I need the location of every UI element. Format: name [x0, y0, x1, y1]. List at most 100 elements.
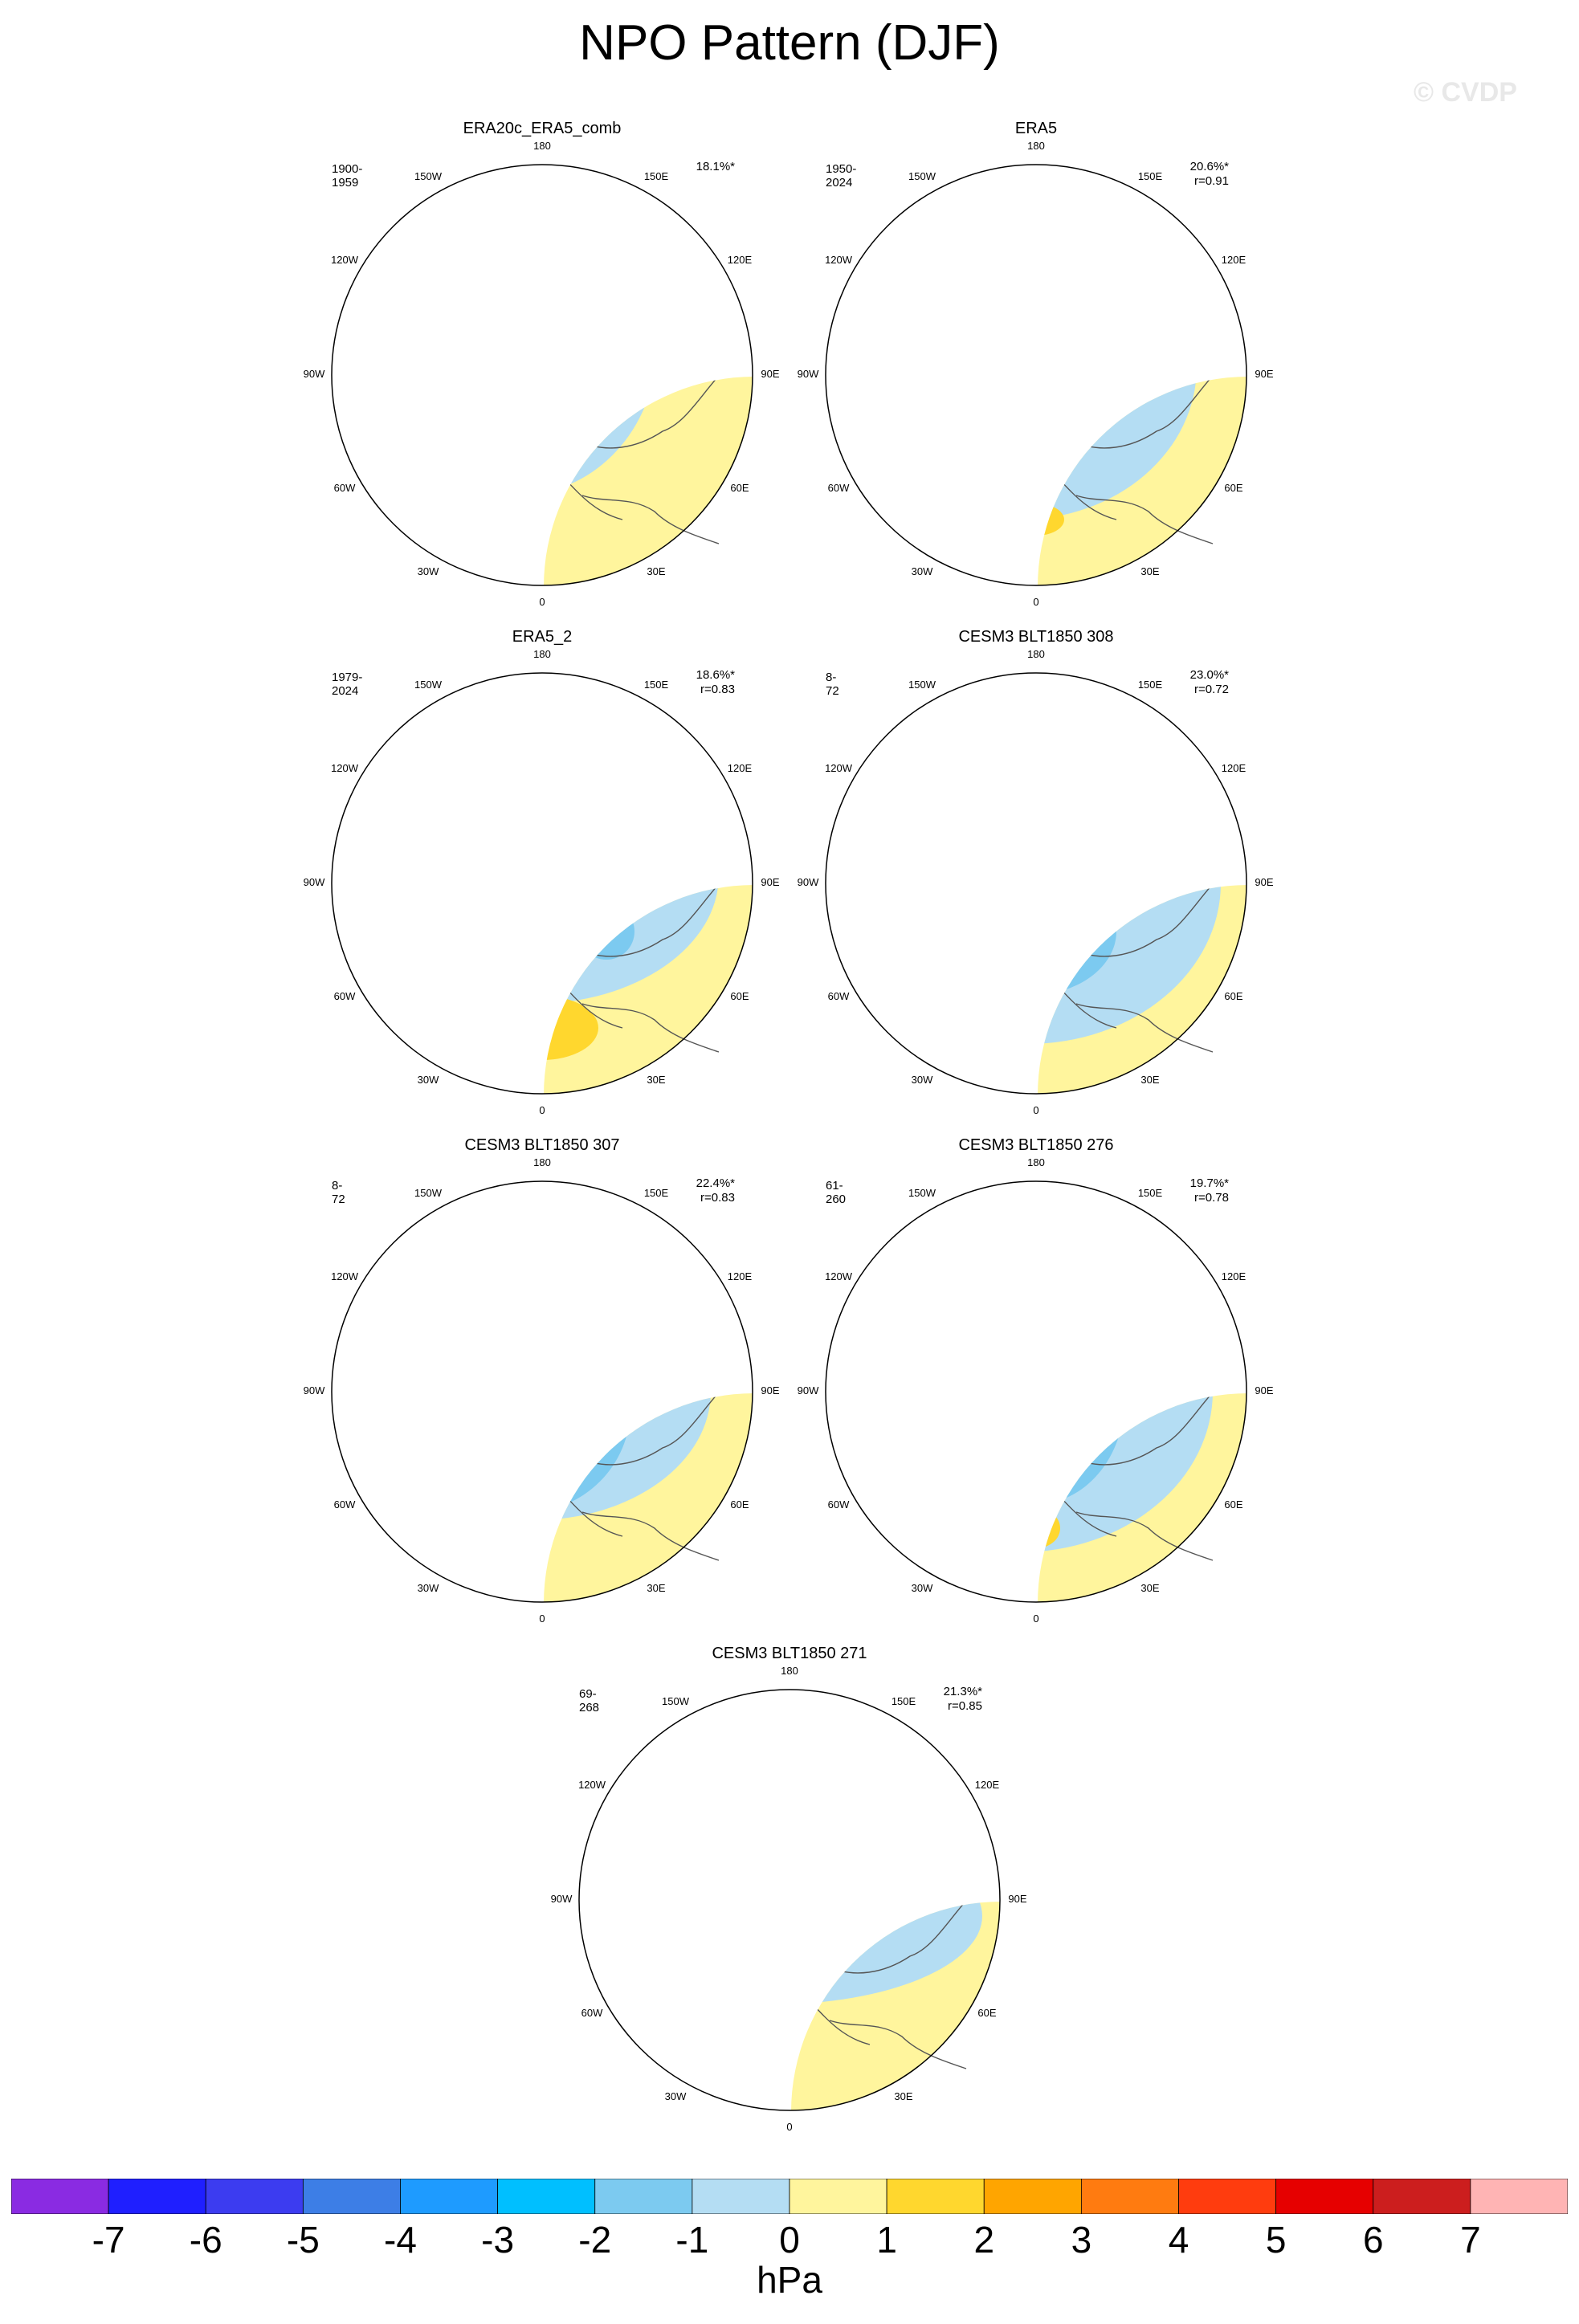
longitude-label: 60W — [333, 1498, 356, 1511]
negative-anomaly-contour — [508, 277, 544, 312]
positive-anomaly-contour — [500, 707, 536, 725]
map-background — [1038, 377, 1246, 585]
map-border — [825, 1180, 1247, 1603]
longitude-label: 90E — [1255, 368, 1274, 380]
positive-anomaly-contour — [524, 195, 560, 210]
panel-period: 61-260 — [826, 1179, 847, 1206]
panel-title: CESM3 BLT1850 276 — [958, 1136, 1114, 1154]
longitude-label: 30E — [647, 1073, 666, 1086]
longitude-label: 30W — [911, 565, 933, 577]
negative-anomaly-contour — [544, 1393, 630, 1512]
longitude-label: 120E — [727, 1270, 753, 1282]
longitude-label: 60W — [827, 482, 850, 494]
colorbar-swatch — [789, 2179, 887, 2214]
longitude-label: 60W — [581, 2007, 603, 2019]
negative-anomaly-contour — [544, 885, 719, 1004]
panel-variance-pct: 22.4%* — [696, 1176, 735, 1190]
longitude-label: 90E — [761, 368, 780, 380]
longitude-label: 30W — [911, 1073, 933, 1086]
longitude-label: 60W — [333, 482, 356, 494]
coastline — [1075, 1003, 1214, 1053]
coastline — [544, 377, 552, 424]
longitude-label: 0 — [539, 1613, 545, 1625]
panel-pattern-corr: r=0.78 — [1194, 1191, 1229, 1205]
coastline — [1067, 377, 1222, 449]
colorbar-swatch — [692, 2179, 790, 2214]
negative-anomaly-contour — [1000, 775, 1072, 839]
longitude-label: 150E — [1137, 170, 1163, 183]
panel-period: 69-268 — [579, 1687, 600, 1714]
longitude-label: 120W — [331, 254, 359, 266]
coastline — [1038, 1393, 1046, 1441]
longitude-label: 90W — [797, 368, 819, 380]
longitude-label: 0 — [1033, 1613, 1039, 1625]
longitude-label: 90W — [303, 876, 325, 888]
longitude-label: 180 — [1027, 140, 1045, 152]
colorbar-tick: 1 — [876, 2219, 897, 2261]
figure-title: NPO Pattern (DJF) — [579, 15, 1000, 71]
longitude-label: 90W — [797, 1384, 819, 1396]
longitude-label: 60E — [730, 482, 749, 494]
map-border — [331, 672, 753, 1095]
coastline — [544, 885, 591, 916]
coastline — [621, 1786, 942, 1835]
negative-anomaly-contour — [984, 263, 1056, 335]
panel-stats: 23.0%* r=0.72 — [1149, 668, 1229, 697]
panel-title: ERA5 — [1014, 120, 1058, 137]
coastline — [1067, 1393, 1222, 1466]
map-border — [331, 1180, 753, 1603]
polar-stereographic-map — [331, 672, 753, 1095]
longitude-label: 120W — [825, 254, 853, 266]
polar-stereographic-map — [825, 164, 1247, 586]
negative-anomaly-contour — [791, 1902, 846, 1988]
map-background — [1038, 885, 1246, 1094]
negative-anomaly-contour — [544, 1393, 570, 1456]
positive-anomaly-contour — [526, 1219, 590, 1235]
longitude-label: 150E — [1137, 1187, 1163, 1200]
panel-period: 1979-2024 — [332, 671, 363, 698]
colorbar-swatch — [1080, 2179, 1179, 2214]
coastline — [1075, 1511, 1214, 1561]
longitude-label: 60W — [333, 990, 356, 1002]
negative-anomaly-contour — [791, 1902, 982, 2004]
negative-anomaly-contour — [498, 1283, 554, 1339]
longitude-label: 150W — [908, 1187, 936, 1200]
negative-anomaly-contour — [544, 885, 647, 940]
panel-pattern-corr: r=0.72 — [1194, 683, 1229, 696]
colorbar-tick: -3 — [481, 2219, 515, 2261]
polar-stereographic-map — [825, 1180, 1247, 1603]
longitude-label: 120E — [1221, 254, 1246, 266]
longitude-label: 150E — [1137, 679, 1163, 691]
longitude-label: 180 — [533, 1156, 551, 1168]
negative-anomaly-contour — [1038, 504, 1064, 536]
longitude-label: 60W — [827, 1498, 850, 1511]
cvdp-watermark: © CVDP — [1414, 77, 1517, 108]
longitude-label: 60E — [730, 990, 749, 1002]
longitude-label: 0 — [786, 2121, 793, 2133]
polar-stereographic-map — [331, 1180, 753, 1603]
panel-stats: 19.7%* r=0.78 — [1149, 1176, 1229, 1205]
panel-pattern-corr: r=0.85 — [948, 1699, 982, 1713]
negative-anomaly-contour — [761, 1800, 818, 1848]
coastline — [573, 377, 728, 449]
coastline — [373, 1278, 695, 1327]
coastline — [373, 769, 695, 818]
longitude-label: 150W — [908, 170, 936, 183]
longitude-label: 150E — [891, 1695, 916, 1708]
coastline — [544, 1393, 552, 1441]
positive-anomaly-contour — [544, 996, 598, 1060]
colorbar-tick: -7 — [92, 2219, 125, 2261]
longitude-label: 60E — [1224, 990, 1243, 1002]
longitude-label: 90W — [797, 876, 819, 888]
panel-period: 1900-1959 — [332, 162, 363, 190]
coastline — [573, 1393, 728, 1466]
longitude-label: 30E — [647, 565, 666, 577]
colorbar-tick: 0 — [779, 2219, 800, 2261]
panel-title: CESM3 BLT1850 307 — [464, 1136, 620, 1154]
negative-anomaly-contour — [960, 747, 1112, 875]
longitude-label: 120W — [825, 1270, 853, 1282]
longitude-label: 150W — [908, 679, 936, 691]
map-background — [544, 377, 753, 585]
panel-variance-pct: 23.0%* — [1189, 668, 1229, 682]
coastline — [581, 495, 720, 544]
